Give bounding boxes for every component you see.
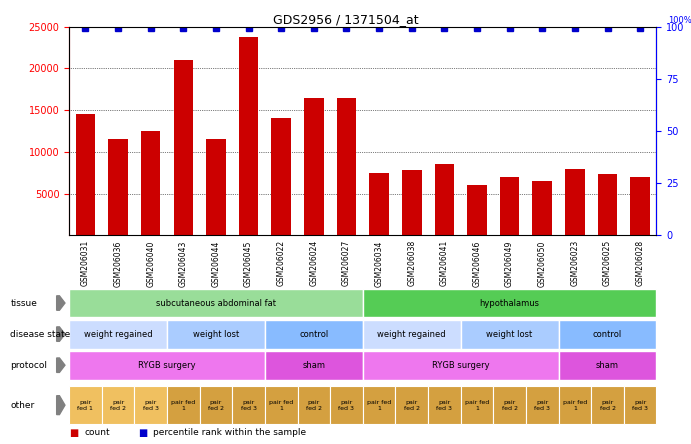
Text: ■: ■ [69,428,78,438]
Bar [435,164,454,235]
Bar [141,131,160,235]
Bar [173,60,193,235]
Text: tissue: tissue [10,298,37,308]
Text: sham: sham [596,361,619,370]
Text: disease state: disease state [10,329,70,339]
Text: pair fed
1: pair fed 1 [269,400,293,411]
Text: count: count [84,428,110,437]
Bar [75,114,95,235]
Text: pair
fed 3: pair fed 3 [534,400,550,411]
Text: RYGB surgery: RYGB surgery [432,361,489,370]
Text: weight regained: weight regained [84,329,152,339]
Text: pair
fed 2: pair fed 2 [110,400,126,411]
Bar [500,177,520,235]
Text: pair
fed 3: pair fed 3 [632,400,648,411]
Text: 100%: 100% [668,16,691,24]
Text: protocol: protocol [10,361,48,370]
Text: percentile rank within the sample: percentile rank within the sample [153,428,307,437]
Bar [467,185,486,235]
Text: ■: ■ [138,428,147,438]
Text: control: control [593,329,622,339]
Text: pair fed
1: pair fed 1 [171,400,196,411]
Text: pair
fed 1: pair fed 1 [77,400,93,411]
Bar [369,173,389,235]
Text: pair
fed 2: pair fed 2 [600,400,616,411]
Bar [533,181,552,235]
Text: pair
fed 3: pair fed 3 [436,400,453,411]
Text: pair
fed 2: pair fed 2 [502,400,518,411]
Bar [108,139,128,235]
Text: GDS2956 / 1371504_at: GDS2956 / 1371504_at [273,13,418,26]
Text: weight lost: weight lost [193,329,239,339]
Bar [598,174,617,235]
Text: sham: sham [303,361,325,370]
Text: pair fed
1: pair fed 1 [562,400,587,411]
Text: pair fed
1: pair fed 1 [367,400,391,411]
Text: other: other [10,400,35,410]
Text: pair
fed 2: pair fed 2 [208,400,224,411]
Text: pair
fed 3: pair fed 3 [240,400,256,411]
Bar [565,169,585,235]
Text: pair
fed 3: pair fed 3 [142,400,159,411]
Text: pair
fed 2: pair fed 2 [404,400,419,411]
Bar [206,139,226,235]
Text: pair
fed 2: pair fed 2 [306,400,322,411]
Text: pair fed
1: pair fed 1 [465,400,489,411]
Text: hypothalamus: hypothalamus [480,298,540,308]
Text: weight lost: weight lost [486,329,533,339]
Text: RYGB surgery: RYGB surgery [138,361,196,370]
Text: pair
fed 3: pair fed 3 [339,400,354,411]
Bar [630,177,650,235]
Text: control: control [299,329,328,339]
Bar [304,98,323,235]
Bar [337,98,357,235]
Bar [239,37,258,235]
Bar [272,119,291,235]
Bar [402,170,422,235]
Text: subcutaneous abdominal fat: subcutaneous abdominal fat [156,298,276,308]
Text: weight regained: weight regained [377,329,446,339]
